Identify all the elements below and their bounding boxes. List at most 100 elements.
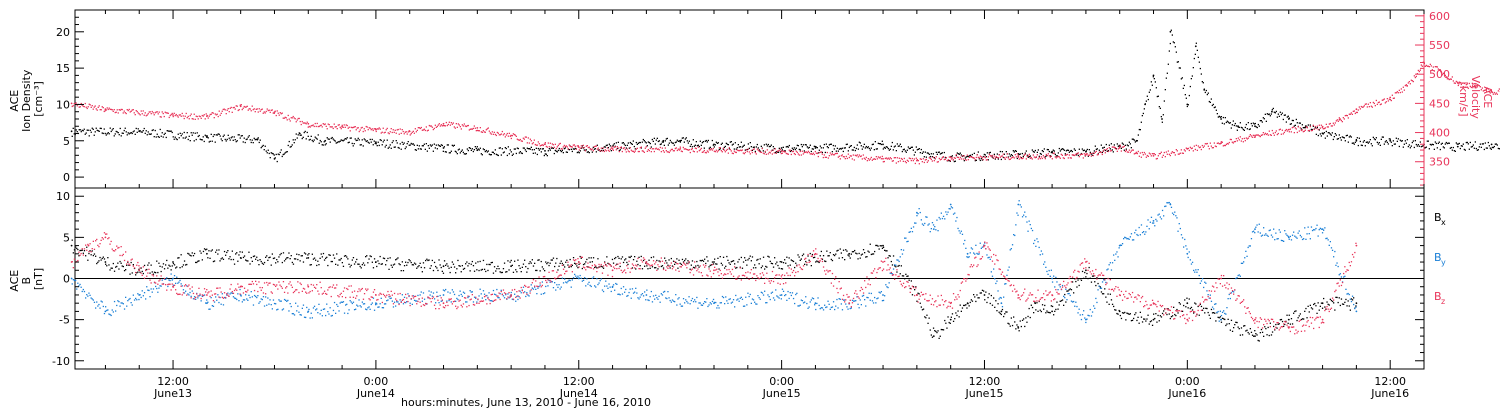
data-point [687,142,689,144]
data-point [749,153,751,155]
data-point [884,249,886,251]
data-point [654,267,656,269]
data-point [1285,121,1287,123]
data-point [1033,156,1035,158]
data-point [1334,133,1336,135]
data-point [1345,135,1347,137]
data-point [1163,151,1165,154]
data-point [476,301,478,303]
data-point [1343,303,1345,305]
data-point [794,153,796,156]
data-point [1343,118,1345,120]
data-point [994,158,996,160]
data-point [587,146,589,149]
data-point [312,307,315,309]
data-point [223,134,225,136]
data-point [96,129,98,131]
data-point [1495,92,1497,94]
data-point [620,146,622,148]
data-point [576,145,578,147]
data-point [262,263,265,265]
density-axis-label: ACE Ion Density [cm⁻³] [8,66,45,132]
data-point [306,121,308,123]
data-point [1249,128,1251,130]
data-point [971,153,973,156]
data-point [922,151,924,153]
data-point [235,253,237,255]
data-point [413,262,416,264]
data-point [1048,155,1050,157]
data-point [888,158,890,160]
data-point [747,143,749,145]
data-point [1188,94,1190,97]
data-point [112,110,114,112]
data-point [889,157,891,159]
data-point [552,144,554,146]
data-point [328,124,330,126]
data-point [338,141,340,143]
data-point [326,128,328,130]
data-point [230,292,232,294]
data-point [736,149,738,151]
data-point [1057,308,1059,310]
data-point [1271,110,1273,113]
data-point [308,253,310,255]
data-point [767,153,769,155]
data-point [1013,157,1015,159]
data-point [766,145,768,147]
data-point [157,135,159,138]
data-point [91,298,93,300]
data-point [778,147,780,149]
data-point [403,133,405,135]
data-point [984,299,986,301]
data-point [1129,143,1131,145]
data-point [1138,155,1140,157]
data-point [387,299,389,301]
data-point [1268,130,1270,132]
data-point [994,306,996,308]
data-point [274,110,276,112]
data-point [500,133,502,135]
data-point [581,267,583,270]
data-point [278,299,280,301]
data-point [1256,126,1258,129]
data-point [313,139,315,141]
data-point [885,157,887,159]
data-point [649,147,651,150]
data-point [345,138,347,140]
data-point [770,144,772,146]
data-point [1374,139,1376,141]
data-point [377,128,379,130]
data-point [1359,108,1361,110]
data-point [91,127,93,129]
data-point [1493,91,1495,94]
data-point [765,265,767,268]
data-point [956,156,958,158]
data-point [262,144,264,147]
data-point [945,157,947,159]
data-point [373,140,375,142]
data-point [423,298,426,300]
data-point [406,264,408,266]
data-point [1317,302,1319,304]
data-point [1090,153,1092,155]
data-point [1445,141,1447,144]
data-point [446,124,448,127]
data-point [1059,150,1061,152]
data-point [1405,84,1407,86]
data-point [137,271,139,273]
data-point [1456,143,1458,145]
data-point [520,152,522,154]
data-point [434,147,436,149]
data-point [765,153,767,155]
data-point [731,152,733,154]
data-point [811,253,814,256]
data-point [436,267,438,269]
data-point [1354,112,1356,115]
data-point [1097,153,1099,155]
data-point [239,288,241,291]
data-point [190,132,192,134]
data-point [308,139,310,141]
data-point [1180,149,1182,151]
data-point [440,300,442,302]
